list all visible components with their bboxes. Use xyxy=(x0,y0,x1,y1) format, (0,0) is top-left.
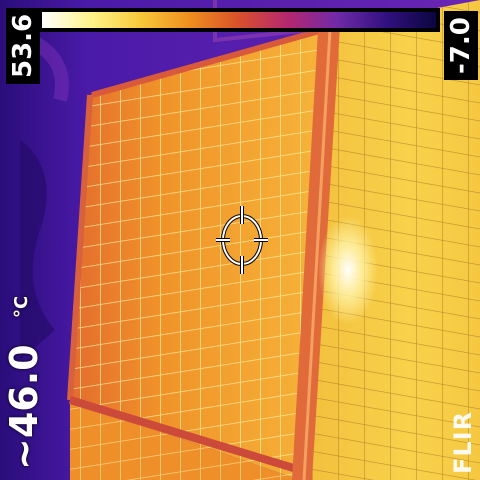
palette-gradient xyxy=(42,12,436,28)
color-palette-bar xyxy=(38,8,440,32)
temperature-unit: °C xyxy=(11,295,32,318)
spot-crosshair-icon xyxy=(216,206,268,274)
flir-logo: FLIR xyxy=(449,410,477,474)
spot-temperature-readout: ~46.0 xyxy=(2,344,46,470)
scale-min-label: -7.0 xyxy=(444,11,478,80)
scale-max-label: 53.6 xyxy=(6,7,40,84)
